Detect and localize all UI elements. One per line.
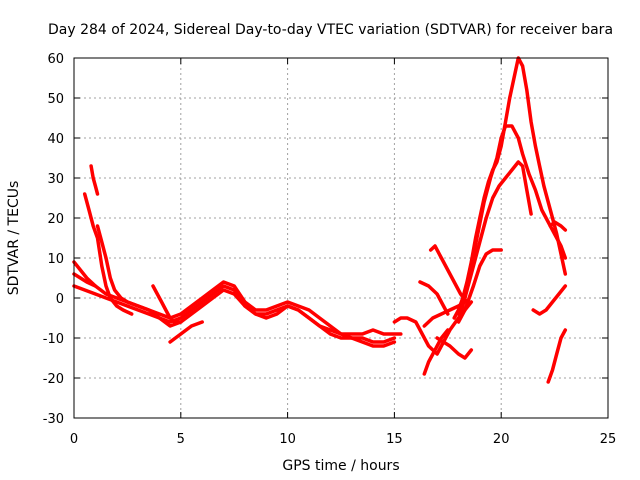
x-tick-label: 20 [493,432,510,447]
y-tick-label: 40 [47,132,64,147]
y-tick-label: 20 [47,212,64,227]
series-line-track-6 [95,224,397,348]
x-tick-label: 5 [177,432,185,447]
y-tick-label: 50 [47,92,64,107]
series-line-track-21 [546,328,568,384]
series-line-track-14 [428,244,469,304]
x-tick-label: 25 [600,432,617,447]
y-tick-label: 0 [56,292,64,307]
series-line-track-17 [458,160,533,316]
series-line-track-16 [456,124,568,316]
chart-title: Day 284 of 2024, Sidereal Day-to-day VTE… [48,22,613,38]
series-line-track-19 [548,220,568,232]
y-tick-label: 10 [47,252,64,267]
y-axis-label: SDTVAR / TECUs [6,181,22,296]
plot-frame [73,57,609,419]
series-line-track-4 [82,192,134,316]
x-tick-label: 10 [279,432,296,447]
tick-group: 0 5 10 15 20 25 -30 -20 -10 0 10 20 30 40 50 60 [43,52,617,447]
series-line-track-3 [72,260,98,288]
series-line-track-7 [151,284,183,324]
series-line-track-20 [531,284,568,316]
series-line-track-2 [72,284,397,344]
y-tick-label: -10 [43,332,64,347]
series-line-track-18 [456,248,503,324]
y-tick-label: 30 [47,172,64,187]
y-tick-label: 60 [47,52,64,67]
series-group [72,56,568,384]
series-line-track-10 [422,328,450,376]
series-line-track-13 [435,336,474,360]
grid [74,58,608,418]
y-tick-label: -30 [43,412,64,427]
y-tick-label: -20 [43,372,64,387]
x-tick-label: 15 [386,432,403,447]
x-axis-label: GPS time / hours [282,458,399,474]
series-line-track-8 [168,320,204,344]
series-line-track-5 [89,164,100,196]
x-tick-label: 0 [70,432,78,447]
series-line-track-11 [418,280,450,316]
